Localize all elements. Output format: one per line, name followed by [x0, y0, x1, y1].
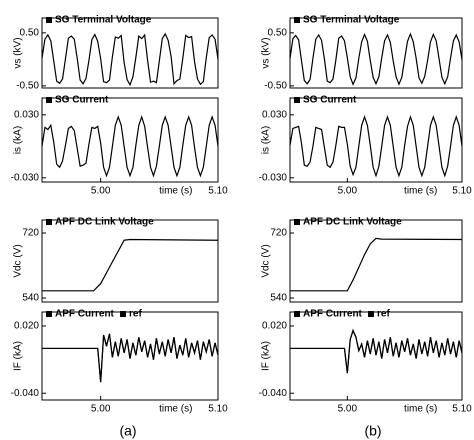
legend-swatch: [46, 17, 52, 23]
y-tick-label: 540: [22, 293, 39, 304]
plot-frame: [41, 17, 219, 89]
y-tick-label: -0.030: [11, 172, 40, 183]
x-tick-label: 5.10: [208, 404, 228, 415]
y-tick-label: 0.020: [14, 321, 39, 332]
y-axis-label: IF (kA): [261, 341, 272, 371]
x-tick-label: 5.00: [338, 186, 358, 197]
x-tick-label: 5.10: [208, 186, 228, 197]
legend-label: APF DC Link Voltage: [303, 217, 402, 228]
x-tick-label: 5.10: [452, 404, 472, 415]
y-tick-label: 540: [270, 293, 287, 304]
legend-swatch: [294, 17, 300, 23]
legend-swatch: [368, 311, 374, 317]
y-axis-label: vs (kV): [13, 37, 24, 68]
legend-label: APF Current: [55, 309, 115, 320]
legend-swatch: [46, 311, 52, 317]
x-axis-label: time (s): [159, 186, 192, 197]
y-tick-label: -0.040: [259, 388, 288, 399]
y-tick-label: 720: [270, 228, 287, 239]
caption: (a): [119, 423, 136, 439]
x-tick-label: 5.00: [91, 186, 111, 197]
data-line: [42, 238, 219, 292]
x-tick-label: 5.00: [91, 404, 111, 415]
plot-frame: [289, 311, 463, 401]
data-line: [289, 114, 463, 178]
y-axis-label: vs (kV): [261, 37, 272, 68]
legend-label: SG Terminal Voltage: [55, 15, 152, 26]
legend-swatch: [294, 219, 300, 225]
legend-swatch: [46, 219, 52, 225]
y-tick-label: 0.50: [268, 27, 288, 38]
x-axis-label: time (s): [159, 404, 192, 415]
legend-label: SG Current: [303, 95, 357, 106]
y-tick-label: -0.030: [259, 172, 288, 183]
legend-label: ref: [377, 309, 390, 320]
caption: (b): [364, 423, 381, 439]
y-axis-label: Vdc (V): [13, 244, 24, 277]
legend-swatch: [120, 311, 126, 317]
x-axis-label: time (s): [404, 186, 437, 197]
y-tick-label: 0.50: [20, 27, 40, 38]
data-line: [42, 333, 219, 383]
x-tick-label: 5.10: [452, 186, 472, 197]
plot-frame: [289, 219, 463, 303]
y-axis-label: IF (kA): [13, 341, 24, 371]
plot-frame: [41, 97, 219, 183]
y-tick-label: 0.020: [262, 321, 287, 332]
legend-label: ref: [129, 309, 142, 320]
y-axis-label: is (kA): [261, 126, 272, 154]
legend-swatch: [46, 97, 52, 103]
legend-swatch: [294, 311, 300, 317]
data-line: [41, 32, 219, 87]
y-tick-label: -0.50: [264, 81, 287, 92]
plot-frame: [289, 17, 463, 89]
y-axis-label: Vdc (V): [261, 244, 272, 277]
y-tick-label: 0.030: [14, 109, 39, 120]
legend-label: SG Current: [55, 95, 109, 106]
data-line: [290, 237, 463, 292]
data-line: [290, 328, 463, 374]
legend-label: APF Current: [303, 309, 363, 320]
plot-frame: [41, 311, 219, 401]
plot-frame: [289, 97, 463, 183]
x-tick-label: 5.00: [338, 404, 358, 415]
y-tick-label: 720: [22, 228, 39, 239]
y-tick-label: -0.50: [16, 81, 39, 92]
y-tick-label: 0.030: [262, 109, 287, 120]
legend-swatch: [294, 97, 300, 103]
y-tick-label: -0.040: [11, 388, 40, 399]
plot-frame: [41, 219, 219, 303]
x-axis-label: time (s): [404, 404, 437, 415]
y-axis-label: is (kA): [13, 126, 24, 154]
legend-label: APF DC Link Voltage: [55, 217, 154, 228]
data-line: [289, 32, 463, 86]
legend-label: SG Terminal Voltage: [303, 15, 400, 26]
data-line: [41, 114, 219, 178]
